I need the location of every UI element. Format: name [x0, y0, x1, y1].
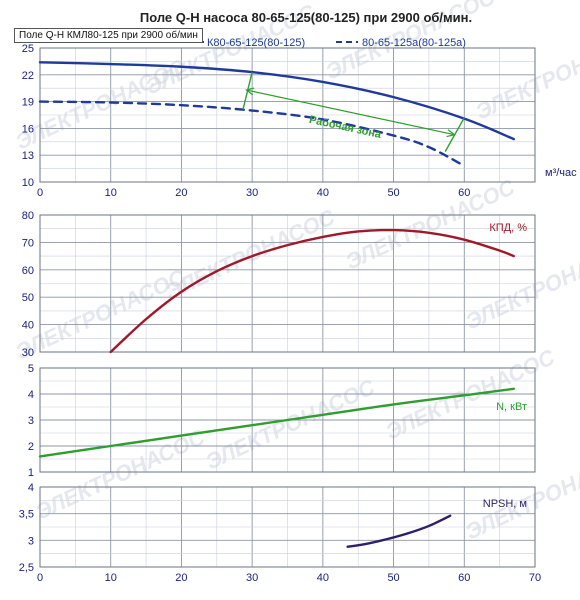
y-tick-label: 5 — [28, 363, 34, 375]
watermark-text: ЭЛЕКТРОНАСОС — [472, 24, 580, 125]
y-tick-label: 50 — [22, 292, 34, 304]
panel-label-kpd: КПД, % — [489, 222, 527, 234]
y-tick-label: 3 — [28, 415, 34, 427]
x-tick-label: 30 — [246, 187, 258, 199]
series-line-kpd-0 — [109, 228, 515, 354]
y-tick-label: 60 — [22, 265, 34, 277]
zone-arrow-head — [245, 87, 255, 96]
watermark-text: ЭЛЕКТРОНАСОС — [32, 424, 210, 525]
tooltip-box: Поле Q-H КМЛ80-125 при 2900 об/мин — [14, 28, 203, 43]
y-tick-label: 80 — [22, 210, 34, 222]
y-tick-label: 2 — [28, 441, 34, 453]
y-tick-label: 2,5 — [19, 562, 34, 574]
x-tick-label: 30 — [246, 572, 258, 584]
y-tick-label: 4 — [28, 482, 34, 494]
legend-entry-0: К80-65-125(80-125) — [207, 37, 305, 49]
zone-label: Рабочая зона — [308, 114, 383, 141]
y-tick-label: 30 — [22, 347, 34, 359]
series-line-npsh-0 — [346, 514, 452, 548]
legend-entry-1: 80-65-125а(80-125а) — [362, 37, 466, 49]
y-tick-label: 16 — [22, 123, 34, 135]
series-line-power-0 — [38, 387, 515, 458]
watermark-text: ЭЛЕКТРОНАСОС — [162, 204, 340, 305]
panel-frame — [39, 47, 536, 183]
y-tick-label: 22 — [22, 70, 34, 82]
watermark-text: ЭЛЕКТРОНАСОС — [202, 374, 380, 475]
x-tick-label: 60 — [458, 187, 470, 199]
y-tick-label: 13 — [22, 150, 34, 162]
y-tick-label: 19 — [22, 97, 34, 109]
x-tick-label: 10 — [105, 187, 117, 199]
series-line-qh-0 — [38, 61, 515, 141]
x-tick-label: 60 — [458, 572, 470, 584]
x-tick-label: 0 — [37, 187, 43, 199]
y-tick-label: 4 — [28, 389, 34, 401]
x-tick-label: 10 — [105, 572, 117, 584]
zone-arrow — [246, 89, 455, 136]
watermark-text: ЭЛЕКТРОНАСОС — [12, 264, 190, 365]
x-tick-label: 50 — [387, 572, 399, 584]
y-tick-label: 40 — [22, 320, 34, 332]
chart-title: Поле Q-H насоса 80-65-125(80-125) при 29… — [140, 10, 472, 25]
x-tick-label: 70 — [529, 572, 541, 584]
series-line-qh-1 — [38, 100, 466, 168]
legend: К80-65-125(80-125) 80-65-125а(80-125а) — [186, 37, 466, 49]
panel-power: 1 2 3 4 5 N, кВт — [28, 363, 536, 479]
x-tick-label: 40 — [317, 572, 329, 584]
panel-label-npsh: NPSH, м — [483, 498, 527, 510]
y-tick-label: 25 — [22, 43, 34, 55]
watermark-text: ЭЛЕКТРОНАСОС — [462, 234, 580, 335]
zone-arrow-head — [446, 129, 456, 138]
y-tick-label: 3,5 — [19, 509, 34, 521]
y-tick-label: 1 — [28, 467, 34, 479]
x-tick-label: 40 — [317, 187, 329, 199]
x-tick-label: 0 — [37, 572, 43, 584]
y-tick-label: 70 — [22, 237, 34, 249]
x-axis-unit: м³/час — [545, 167, 577, 179]
x-tick-label: 20 — [175, 187, 187, 199]
x-tick-label: 50 — [387, 187, 399, 199]
panel-frame — [39, 367, 536, 473]
y-tick-label: 10 — [22, 177, 34, 189]
panel-frame — [39, 214, 536, 353]
x-tick-label: 20 — [175, 572, 187, 584]
panel-kpd: 30 40 50 60 70 80 КПД, % — [22, 210, 536, 359]
panel-frame — [39, 486, 536, 568]
panel-label-power: N, кВт — [496, 401, 527, 413]
y-tick-label: 3 — [28, 535, 34, 547]
